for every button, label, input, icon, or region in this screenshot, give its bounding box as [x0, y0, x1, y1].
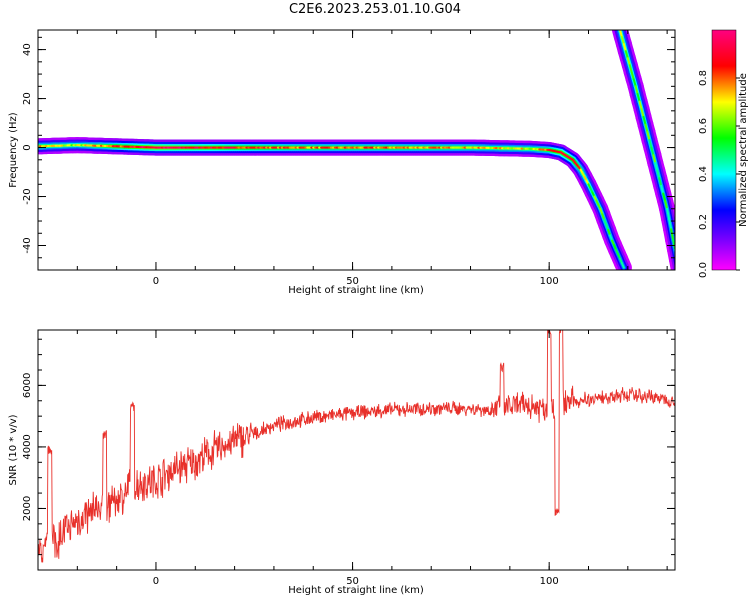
ridge-segment: [642, 115, 647, 126]
figure-title: C2E6.2023.253.01.10.G04: [288, 2, 462, 17]
ridge-segment: [626, 57, 631, 67]
colorbar-tick-label: 0.0: [698, 262, 709, 278]
ridge-segment: [654, 161, 659, 172]
spectrogram-plot-area: [38, 30, 679, 270]
snr-frame: [37, 329, 676, 571]
colorbar: 0.0 0.2 0.4 0.6 0.8 Normalized spectral ampl…: [698, 29, 749, 278]
snr-xlabel: Height of straight line (km): [288, 585, 424, 596]
y-tick-label: 2000: [22, 496, 33, 521]
ridge-segment: [634, 85, 639, 95]
y-tick-label: -40: [22, 237, 33, 253]
colorbar-tick-label: 0.8: [698, 70, 709, 86]
snr-plot-area: [38, 330, 675, 563]
ridge-segment: [660, 184, 665, 195]
ridge-segment: [619, 30, 623, 38]
ridge-segment: [620, 262, 625, 269]
spectrogram-axes: 0 50 100 40 20 0 -20 -40: [22, 30, 675, 287]
x-tick-label: 50: [346, 276, 359, 287]
x-tick-label: 100: [540, 576, 559, 587]
colorbar-gradient: [712, 30, 736, 270]
ridge-segment: [662, 192, 667, 203]
ridge-segment: [677, 260, 679, 270]
colorbar-tick-label: 0.6: [698, 118, 709, 134]
ridge-segment: [622, 43, 627, 53]
spectral-ridge-1: [38, 137, 632, 270]
ridge-segment: [630, 71, 635, 81]
spectrogram-xlabel: Height of straight line (km): [288, 285, 424, 296]
y-tick-label: -20: [22, 188, 33, 204]
ridge-segment: [640, 108, 645, 118]
colorbar-tick-label: 0.2: [698, 214, 709, 230]
snr-axes: 0 50 100 2000 4000 6000: [22, 330, 675, 587]
snr-panel: 0 50 100 2000 4000 6000 Height of straight li…: [8, 329, 676, 596]
ridge-segment: [668, 218, 673, 231]
ridge-segment: [636, 93, 641, 103]
ridge-segment: [646, 131, 651, 141]
ridge-segment: [664, 200, 669, 210]
y-tick-label: 40: [22, 43, 33, 56]
ridge-segment: [632, 78, 637, 88]
x-tick-label: 0: [153, 576, 159, 587]
ridge-segment: [658, 177, 663, 187]
y-tick-label: 4000: [22, 434, 33, 459]
ridge-segment: [650, 146, 655, 157]
ridge-segment: [624, 50, 629, 60]
spectrogram-frame: [37, 29, 676, 271]
y-tick-label: 0: [22, 144, 33, 150]
ridge-segment: [638, 100, 643, 111]
ridge-segment: [628, 64, 633, 74]
ridge-segment: [620, 36, 625, 46]
colorbar-label: Normalized spectral amplitude: [738, 73, 749, 227]
colorbar-frame: [711, 29, 737, 271]
ridge-segment: [648, 138, 653, 149]
ridge-segment: [652, 154, 657, 164]
y-tick-label: 20: [22, 92, 33, 105]
spectral-ridge-2: [612, 30, 679, 270]
ridge-segment: [656, 169, 661, 180]
snr-ylabel: SNR (10 * v/v): [8, 414, 19, 485]
ridge-segment: [677, 260, 679, 270]
spectrogram-panel: 0 50 100 40 20 0 -20 -40 Height of straight lin…: [8, 29, 679, 296]
colorbar-ticks: 0.0 0.2 0.4 0.6 0.8: [698, 70, 740, 278]
x-tick-label: 0: [153, 276, 159, 287]
ridge-segment: [671, 254, 675, 270]
ridge-segment: [669, 252, 675, 270]
colorbar-tick-label: 0.4: [698, 166, 709, 182]
ridge-segment: [666, 207, 671, 220]
ridge-segment: [644, 123, 649, 134]
ridge-segment: [673, 256, 675, 269]
y-tick-label: 6000: [22, 373, 33, 398]
ridge-segment: [670, 228, 674, 241]
x-tick-label: 50: [346, 576, 359, 587]
x-tick-label: 100: [540, 276, 559, 287]
spectrogram-ylabel: Frequency (Hz): [8, 112, 19, 188]
snr-series-line: [38, 330, 675, 563]
